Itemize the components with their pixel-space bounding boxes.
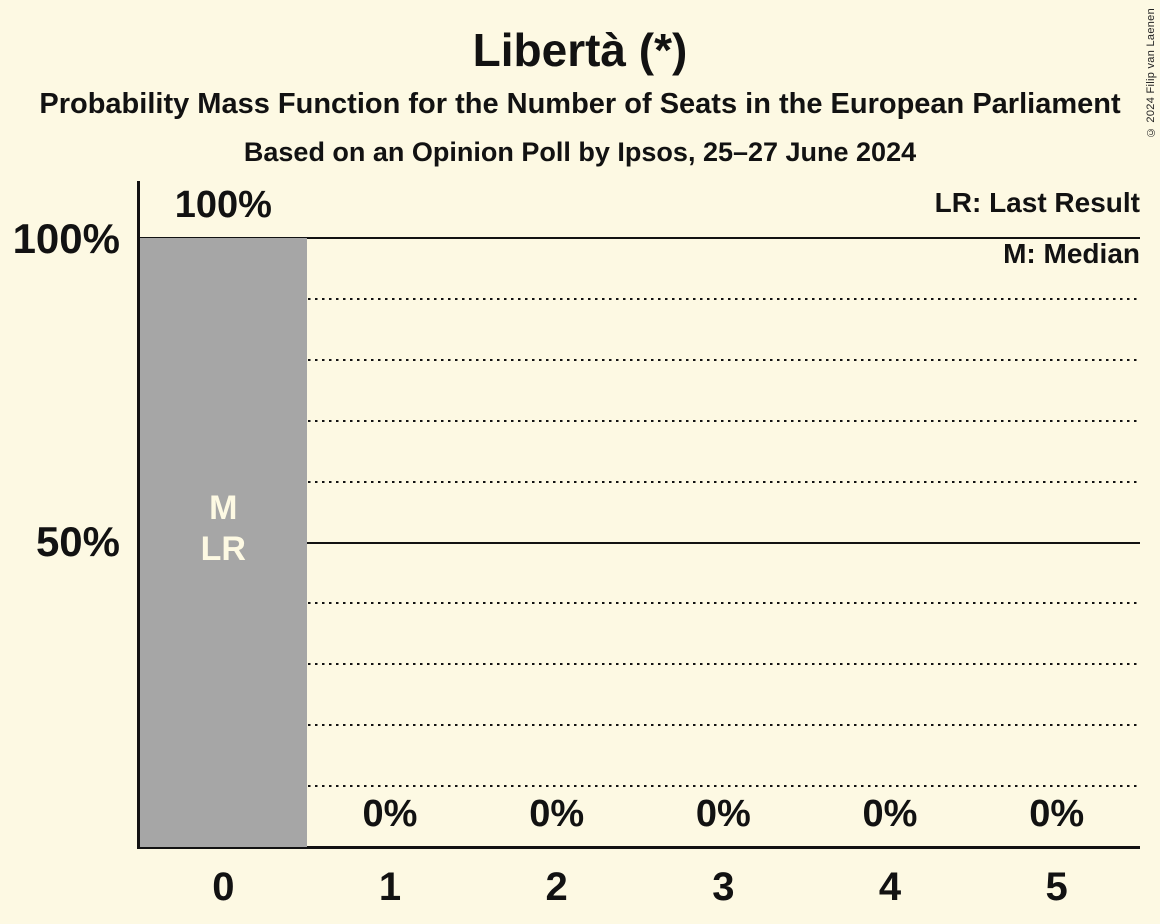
value-label-seats-3: 0% <box>695 793 751 835</box>
y-axis-label-50: 50% <box>35 518 120 565</box>
y-axis-label-100: 100% <box>12 215 120 262</box>
plot-area: M LR 100% 0% 0% 0% 0% 0% <box>140 184 1140 847</box>
x-tick-label-0: 0 <box>212 865 235 909</box>
gridline-dotted-60 <box>140 480 1140 483</box>
gridline-dotted-30 <box>140 663 1140 666</box>
y-axis-line <box>137 181 140 849</box>
value-label-seats-0: 100% <box>174 184 272 226</box>
bar-annotation-median-lastresult: M LR <box>200 489 246 568</box>
value-label-seats-1: 0% <box>362 793 418 835</box>
x-tick-label-2: 2 <box>545 865 568 909</box>
gridline-dotted-10 <box>140 785 1140 788</box>
gridline-dotted-80 <box>140 358 1140 361</box>
x-tick-label-5: 5 <box>1045 865 1068 909</box>
chart-poll-source: Based on an Opinion Poll by Ipsos, 25–27… <box>243 137 917 167</box>
gridline-dotted-40 <box>140 602 1140 605</box>
chart-subtitle: Probability Mass Function for the Number… <box>39 88 1121 120</box>
gridline-solid-100 <box>140 237 1140 239</box>
x-tick-label-1: 1 <box>378 865 402 909</box>
chart-title: Libertà (*) <box>472 24 688 76</box>
value-label-seats-5: 0% <box>1029 793 1085 835</box>
gridline-dotted-90 <box>140 297 1140 300</box>
gridline-dotted-20 <box>140 724 1140 727</box>
value-label-seats-2: 0% <box>529 793 585 835</box>
bar-seats-0: M LR <box>140 238 307 847</box>
value-label-seats-4: 0% <box>862 793 918 835</box>
x-tick-label-3: 3 <box>712 865 735 909</box>
x-axis-line <box>137 846 1140 849</box>
legend-last-result: LR: Last Result <box>934 187 1140 218</box>
legend-median: M: Median <box>1003 238 1140 269</box>
gridline-dotted-70 <box>140 419 1140 422</box>
gridline-solid-50 <box>140 541 1140 544</box>
x-tick-label-4: 4 <box>878 865 902 909</box>
